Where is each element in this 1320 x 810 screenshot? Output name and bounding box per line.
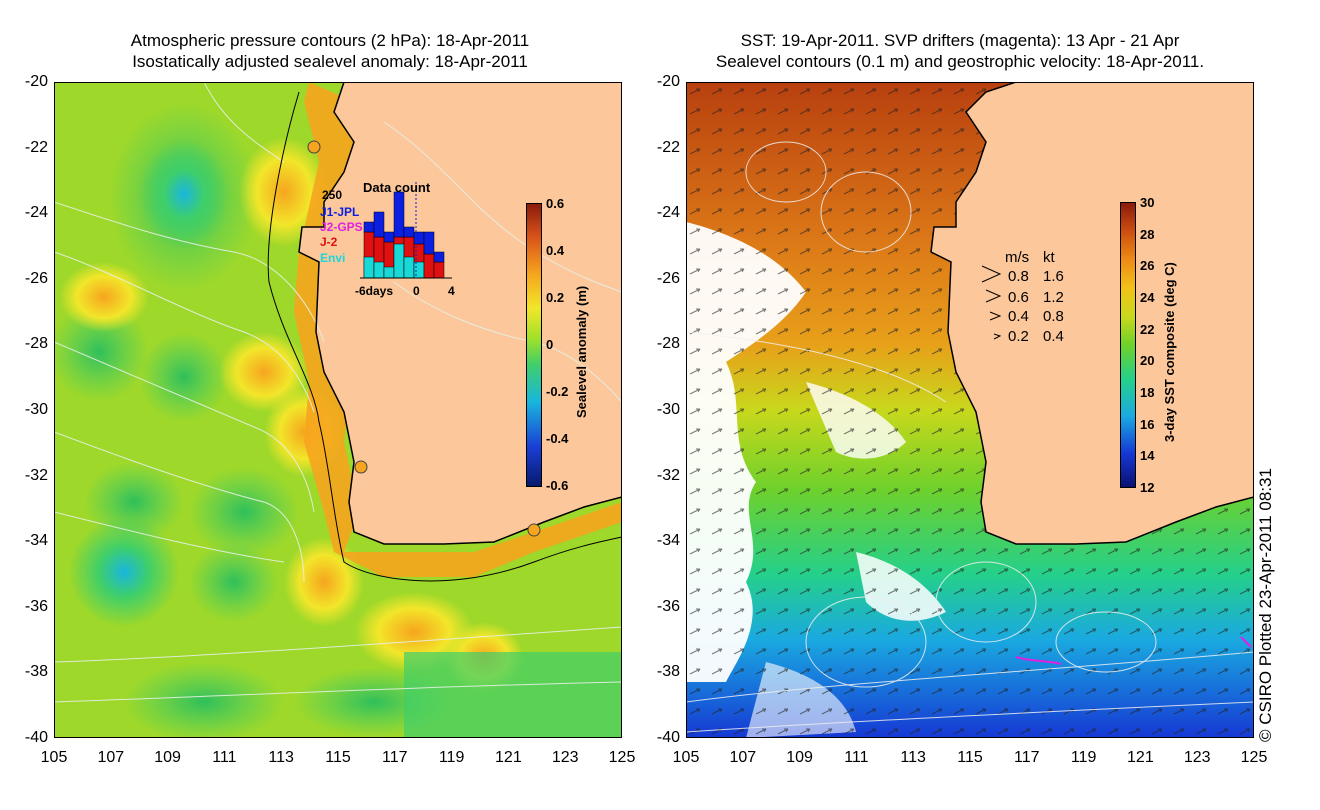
right-lon-tick: 123 — [1183, 749, 1211, 766]
data-count-title: Data count — [363, 180, 431, 195]
right-lat-tick: -26 — [656, 269, 680, 287]
left-cb-tick-0.4: 0.4 — [546, 243, 565, 258]
right-colorbar-label: 3-day SST composite (deg C) — [1162, 262, 1177, 442]
right-lat-tick: -40 — [656, 729, 680, 746]
right-lat-tick: -30 — [656, 401, 680, 418]
right-lat-tick: -38 — [656, 663, 680, 681]
left-lat-tick: -28 — [24, 335, 48, 353]
left-lat-tick: -24 — [24, 204, 48, 222]
data-count-xtick-neg6: -6days — [355, 284, 394, 298]
velocity-legend-ms-0.4: 0.4 — [1008, 308, 1029, 325]
right-colorbar — [1120, 202, 1136, 488]
data-count-legend-envi: Envi — [320, 251, 346, 265]
left-cb-tick-0: 0 — [546, 337, 554, 352]
right-cb-tick-14: 14 — [1140, 448, 1155, 463]
left-lon-tick: 105 — [40, 749, 68, 766]
data-count-legend-j1: J1-JPL — [320, 205, 360, 219]
left-lat-tick: -38 — [24, 663, 48, 681]
right-lon-tick: 107 — [729, 749, 757, 766]
left-cb-tick-neg0.6: -0.6 — [546, 478, 569, 493]
velocity-legend-ms-0.6: 0.6 — [1008, 289, 1029, 306]
left-lon-tick: 117 — [382, 749, 408, 766]
right-lat-tick: -22 — [656, 138, 680, 156]
right-lon-tick: 119 — [1070, 749, 1097, 766]
left-cb-tick-0.6: 0.6 — [546, 196, 565, 211]
left-lat-tick: -22 — [24, 138, 48, 156]
velocity-legend-ms-0.8: 0.8 — [1008, 268, 1029, 285]
right-lat-tick: -36 — [656, 597, 680, 615]
right-cb-tick-16: 16 — [1140, 417, 1155, 432]
right-cb-tick-12: 12 — [1140, 480, 1155, 495]
left-cb-tick-neg0.2: -0.2 — [546, 384, 569, 399]
left-lat-tick: -26 — [24, 269, 48, 287]
left-lon-tick: 125 — [608, 749, 636, 766]
right-lon-tick: 121 — [1127, 749, 1154, 766]
left-lat-tick: -34 — [24, 532, 48, 550]
left-lat-tick: -36 — [24, 597, 48, 615]
right-cb-tick-20: 20 — [1140, 353, 1155, 368]
right-cb-tick-18: 18 — [1140, 385, 1155, 400]
right-lon-tick: 117 — [1014, 749, 1040, 766]
data-count-xtick-0: 0 — [413, 284, 420, 298]
data-count-xtick-4: 4 — [448, 284, 455, 298]
data-count-legend-j2gps: J2-GPS — [320, 220, 363, 234]
right-lat-tick: -20 — [656, 73, 680, 90]
data-count-legend-j2: J-2 — [320, 235, 338, 249]
left-cb-tick-neg0.4: -0.4 — [546, 431, 569, 446]
data-count-ytick: 250 — [322, 188, 343, 202]
right-cb-tick-22: 22 — [1140, 322, 1155, 337]
right-lat-tick: -24 — [656, 204, 680, 222]
right-map — [686, 82, 1254, 738]
right-lat-tick: -28 — [656, 335, 680, 353]
left-colorbar — [526, 203, 542, 487]
left-lon-tick: 123 — [551, 749, 579, 766]
right-cb-tick-30: 30 — [1140, 195, 1155, 210]
left-lon-tick: 113 — [268, 749, 294, 766]
velocity-legend-ms-0.2: 0.2 — [1008, 328, 1029, 345]
left-lat-tick: -20 — [24, 73, 48, 90]
left-lon-tick: 121 — [495, 749, 522, 766]
right-lon-tick: 125 — [1240, 749, 1268, 766]
left-colorbar-label: Sealevel anomaly (m) — [574, 285, 589, 418]
left-lon-tick: 115 — [325, 749, 351, 766]
velocity-legend-kt-0.4: 0.4 — [1043, 328, 1064, 345]
data-count-histogram — [360, 182, 452, 279]
left-lon-tick: 107 — [97, 749, 125, 766]
right-lon-tick: 113 — [900, 749, 926, 766]
left-title-line1: Atmospheric pressure contours (2 hPa): 1… — [130, 31, 530, 50]
right-title-line2: Sealevel contours (0.1 m) and geostrophi… — [715, 52, 1205, 71]
velocity-legend-header-kt: kt — [1043, 249, 1055, 266]
right-lon-tick: 111 — [844, 749, 869, 766]
right-cb-tick-26: 26 — [1140, 258, 1155, 273]
left-lon-tick: 109 — [154, 749, 181, 766]
left-lon-tick: 119 — [438, 749, 465, 766]
velocity-legend-kt-0.8: 0.8 — [1043, 308, 1064, 325]
right-cb-tick-24: 24 — [1140, 290, 1155, 305]
velocity-legend-arrows — [981, 265, 1002, 340]
right-lat-tick: -32 — [656, 466, 680, 484]
velocity-legend-kt-1.6: 1.6 — [1043, 268, 1064, 285]
left-cb-tick-0.2: 0.2 — [546, 290, 565, 305]
right-lon-tick: 115 — [957, 749, 983, 766]
credit-text: © CSIRO Plotted 23-Apr-2011 08:31 — [1256, 468, 1275, 742]
right-title-line1: SST: 19-Apr-2011. SVP drifters (magenta)… — [740, 31, 1180, 50]
right-lon-tick: 109 — [786, 749, 813, 766]
left-lon-tick: 111 — [212, 749, 237, 766]
velocity-legend-kt-1.2: 1.2 — [1043, 289, 1064, 306]
left-lat-tick: -30 — [24, 401, 48, 418]
left-lat-tick: -32 — [24, 466, 48, 484]
velocity-legend-header-ms: m/s — [1005, 249, 1030, 266]
right-lat-tick: -34 — [656, 532, 680, 550]
right-lon-tick: 105 — [672, 749, 700, 766]
right-cb-tick-28: 28 — [1140, 227, 1155, 242]
left-title-line2: Isostatically adjusted sealevel anomaly:… — [132, 52, 528, 71]
left-lat-tick: -40 — [24, 729, 48, 746]
